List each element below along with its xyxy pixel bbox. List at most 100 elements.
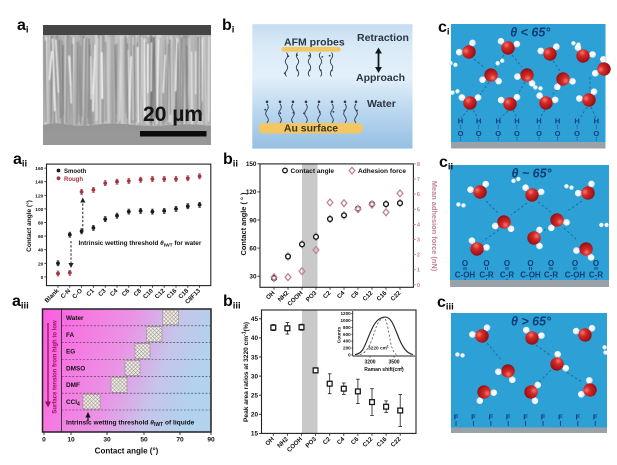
svg-text:30: 30 [103,437,111,444]
svg-text:Rough: Rough [64,177,83,183]
svg-text:1200: 1200 [340,311,351,316]
svg-text:20: 20 [38,261,44,267]
svg-text:F: F [489,413,494,422]
svg-text:Smooth: Smooth [64,169,87,175]
svg-text:70: 70 [176,437,184,444]
svg-text:C-OH: C-OH [455,271,476,280]
svg-text:AFM probes: AFM probes [284,37,345,49]
svg-text:θ > 65°: θ > 65° [511,315,552,329]
svg-text:3500: 3500 [388,360,399,366]
svg-text:O: O [476,129,482,138]
svg-text:O: O [536,129,542,138]
svg-text:C-R: C-R [544,271,558,280]
svg-text:140: 140 [35,180,43,186]
svg-text:F: F [523,413,528,422]
svg-text:F: F [541,413,546,422]
svg-text:3220 cm: 3220 cm [368,346,387,352]
svg-text:3200: 3200 [364,360,375,366]
svg-text:60: 60 [249,245,257,252]
svg-text:Contact angle (°): Contact angle (°) [25,200,33,252]
svg-text:O: O [514,129,520,138]
svg-text:F: F [558,413,563,422]
svg-text:80: 80 [38,221,44,227]
svg-text:Contact angle ( ° ): Contact angle ( ° ) [239,192,248,255]
svg-text:O: O [593,129,599,138]
svg-text:50: 50 [140,437,148,444]
svg-text:400: 400 [343,339,351,344]
svg-text:F: F [576,413,581,422]
svg-text:H: H [574,117,579,126]
svg-text:Peak area ratios at 3220 cm-1(: Peak area ratios at 3220 cm-1(%) [242,322,251,422]
svg-text:3: 3 [417,237,420,243]
svg-text:DMF: DMF [66,382,80,389]
svg-text:10: 10 [67,437,75,444]
svg-text:Counts: Counts [337,326,343,343]
svg-text:C-R: C-R [479,271,493,280]
svg-text:C-OH: C-OH [565,271,586,280]
svg-text:H: H [495,117,500,126]
svg-text:F: F [506,413,511,422]
svg-text:-1: -1 [386,344,389,348]
svg-text:2: 2 [417,253,420,259]
svg-text:0: 0 [348,353,351,358]
svg-text:Mean adhesion force (nN): Mean adhesion force (nN) [430,181,439,272]
svg-text:8: 8 [417,162,420,168]
svg-text:Contact angle: Contact angle [291,168,335,175]
svg-text:O: O [555,129,561,138]
svg-text:Water: Water [367,98,396,110]
svg-text:EG: EG [66,349,75,356]
svg-text:O: O [527,259,533,268]
svg-text:H: H [594,117,599,126]
svg-text:90: 90 [207,437,215,444]
svg-text:Water: Water [66,315,84,322]
svg-text:25: 25 [251,393,259,400]
svg-text:O: O [548,259,554,268]
svg-text:6: 6 [417,192,420,198]
svg-text:θ < 65°: θ < 65° [510,26,551,40]
svg-text:800: 800 [343,325,351,330]
svg-text:100: 100 [35,207,43,213]
svg-text:Raman shift(cm: Raman shift(cm [364,367,402,373]
svg-text:H: H [555,117,560,126]
svg-text:Contact angle (°): Contact angle (°) [95,447,159,456]
svg-text:Surface tension from high to l: Surface tension from high to low [53,320,59,414]
svg-text:F: F [454,413,459,422]
svg-text:40: 40 [38,248,44,254]
svg-text:90: 90 [249,217,257,224]
svg-text:O: O [495,129,501,138]
svg-text:C-OH: C-OH [520,271,541,280]
svg-text:150: 150 [246,161,257,168]
svg-text:600: 600 [343,332,351,337]
svg-text:Adhesion force: Adhesion force [358,168,406,175]
svg-text:160: 160 [35,166,43,172]
svg-text:20: 20 [251,412,259,419]
svg-text:35: 35 [251,354,259,361]
svg-text:H: H [514,117,519,126]
svg-text:C-R: C-R [500,271,514,280]
svg-text:1: 1 [417,268,420,274]
svg-text:120: 120 [35,193,43,199]
svg-text:O: O [483,259,489,268]
svg-text:O: O [572,259,578,268]
svg-text:F: F [471,413,476,422]
svg-text:O: O [574,129,580,138]
svg-text:C-R: C-R [589,271,603,280]
svg-text:H: H [458,117,463,126]
svg-text:O: O [504,259,510,268]
svg-text:O: O [593,259,599,268]
svg-text:7: 7 [417,177,420,183]
svg-text:O: O [462,259,468,268]
svg-text:Retraction: Retraction [357,32,409,44]
svg-text:DMSO: DMSO [66,365,85,372]
svg-text:O: O [458,129,464,138]
svg-text:0: 0 [42,437,46,444]
svg-text:FA: FA [66,332,75,339]
svg-text:1000: 1000 [340,318,351,323]
svg-text:F: F [593,413,598,422]
svg-text:5: 5 [417,207,420,213]
svg-text:20 µm: 20 µm [143,103,203,126]
svg-text:H: H [476,117,481,126]
svg-text:0: 0 [417,283,420,289]
svg-text:Au surface: Au surface [284,123,338,135]
svg-text:40: 40 [251,335,259,342]
